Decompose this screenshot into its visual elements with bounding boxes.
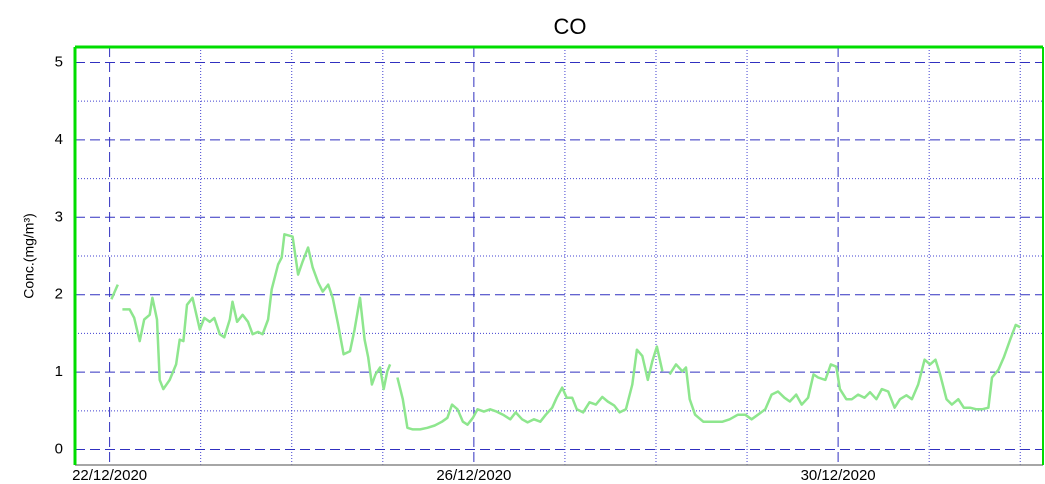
y-axis-label: Conc.(mg/m³) [21, 213, 37, 299]
y-tick-label: 2 [55, 286, 63, 303]
data-line [110, 233, 1021, 431]
y-tick-label: 0 [55, 440, 63, 457]
y-tick-label: 5 [55, 53, 63, 70]
y-tick-label: 4 [55, 131, 63, 148]
x-tick-label: 26/12/2020 [436, 467, 511, 484]
x-tick-label: 22/12/2020 [72, 467, 147, 484]
chart-title: CO [554, 14, 587, 39]
x-tick-label: 30/12/2020 [801, 467, 876, 484]
y-tick-label: 1 [55, 363, 63, 380]
y-tick-label: 3 [55, 208, 63, 225]
